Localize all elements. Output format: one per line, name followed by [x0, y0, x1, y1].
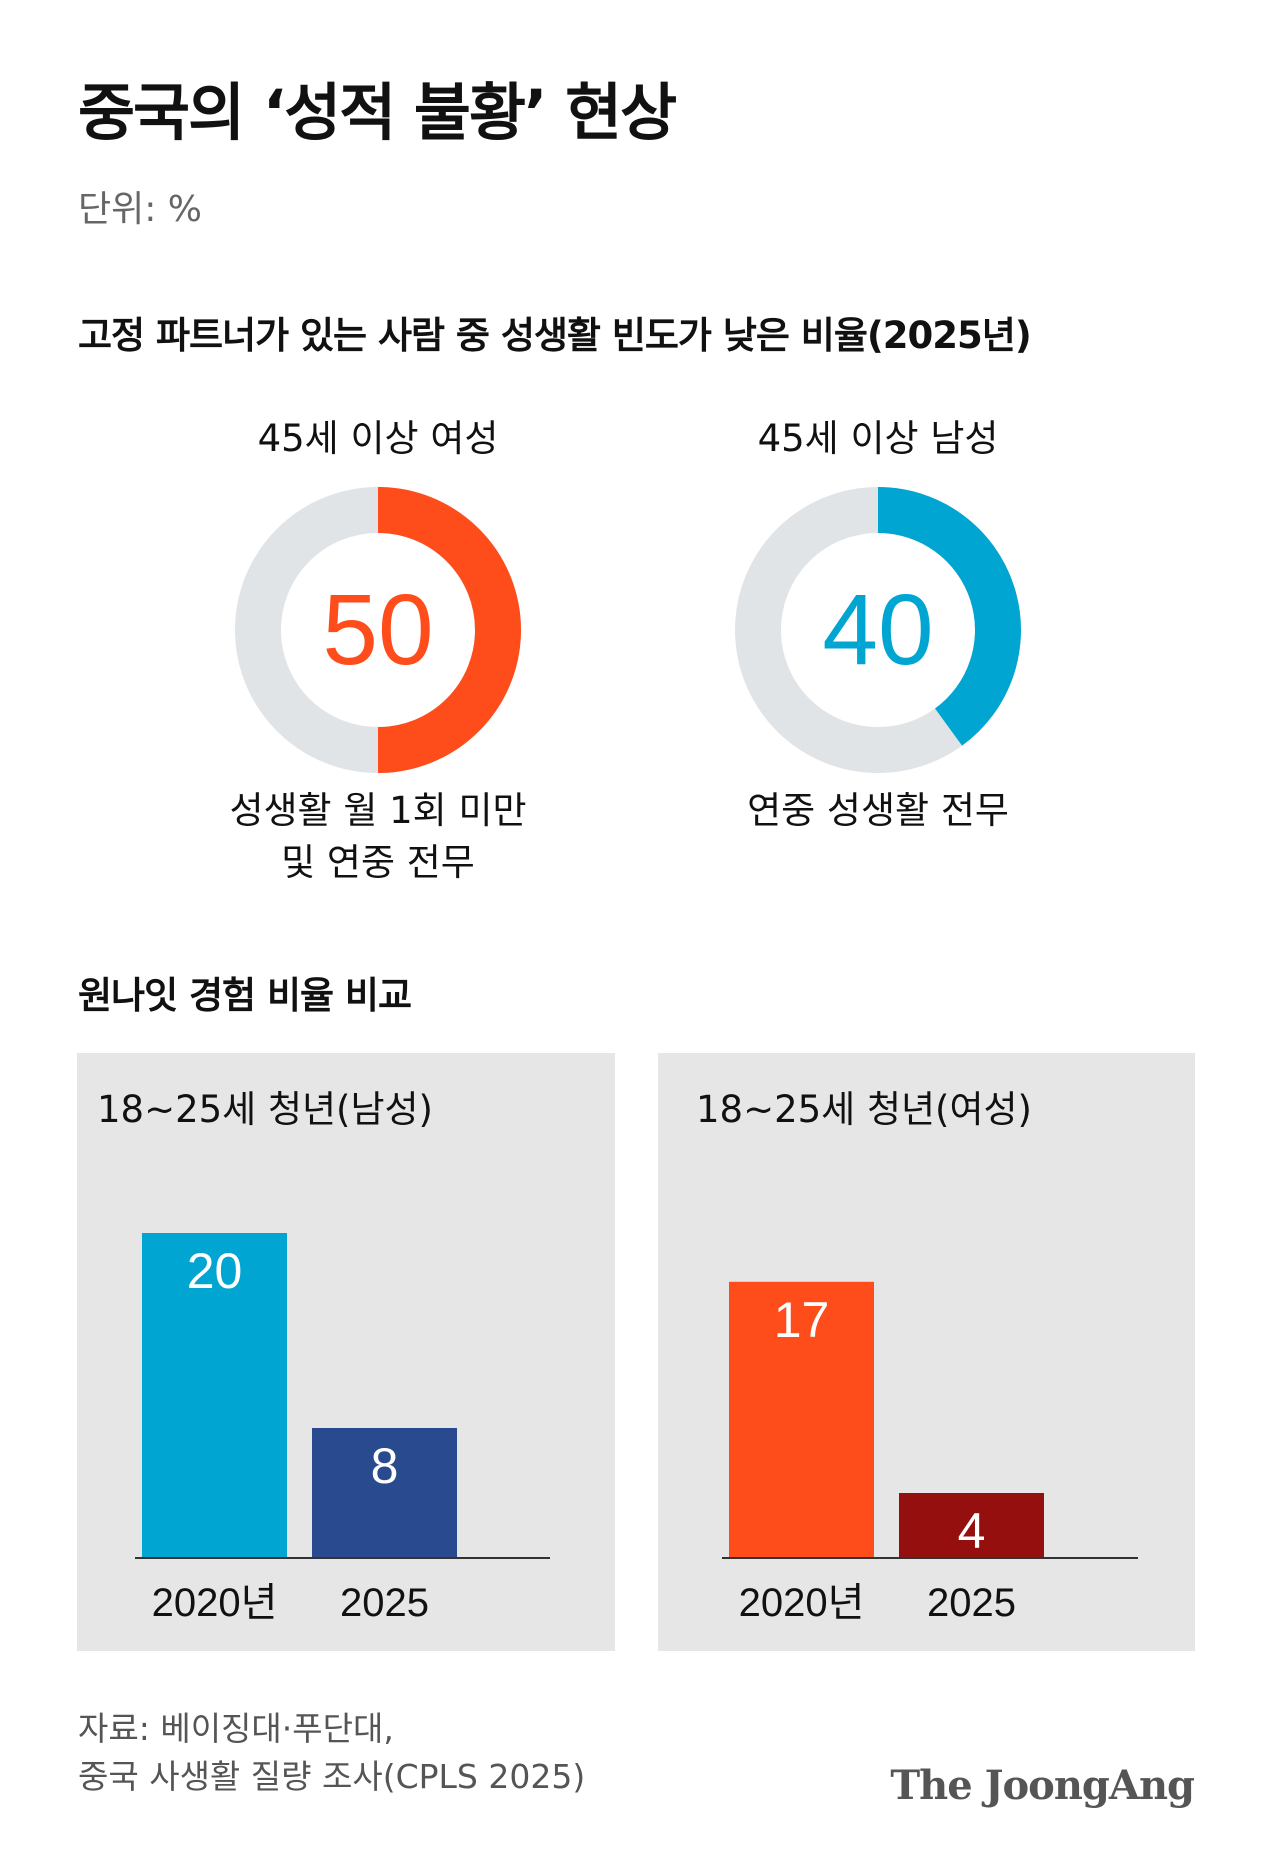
donut-women-chart: 50 [235, 487, 521, 773]
bar-panel-men-title: 18~25세 청년(남성) [97, 1088, 433, 1131]
donut-men-chart: 40 [735, 487, 1021, 773]
donut-women-title: 45세 이상 여성 [257, 417, 499, 460]
bar-chart-women: 17 4 2020년 2025 [722, 1281, 1138, 1625]
donut-women-caption-line1: 성생활 월 1회 미만 [229, 789, 527, 832]
bar-men-2020-value: 20 [187, 1243, 243, 1299]
donut-women-value: 50 [322, 574, 433, 686]
bar-women-2020-value: 17 [774, 1292, 830, 1348]
bar-women-2020-category: 2020년 [739, 1581, 865, 1625]
bar-panel-men: 18~25세 청년(남성) 20 8 2020년 2025 [77, 1053, 615, 1651]
bar-chart-men: 20 8 2020년 2025 [135, 1233, 550, 1625]
bar-women-2025-value: 4 [958, 1503, 986, 1559]
donut-men-arc [877, 487, 1021, 746]
bar-women-2025 [899, 1493, 1044, 1558]
bar-women-2020 [729, 1281, 874, 1559]
bar-men-2025-category: 2025 [340, 1581, 429, 1625]
bar-men-2025 [312, 1428, 457, 1558]
bar-panel-women: 18~25세 청년(여성) 17 4 2020년 2025 [658, 1053, 1195, 1651]
bar-men-2020 [142, 1233, 287, 1558]
page-title: 중국의 ‘성적 불황’ 현상 [78, 76, 677, 149]
section-title-onenight: 원나잇 경험 비율 비교 [78, 974, 412, 1017]
donut-men-title: 45세 이상 남성 [757, 417, 999, 460]
bar-women-2025-category: 2025 [927, 1581, 1016, 1625]
donut-women-arc [377, 487, 521, 773]
section-title-partner-frequency: 고정 파트너가 있는 사람 중 성생활 빈도가 낮은 비율(2025년) [78, 314, 1032, 357]
donut-men-caption: 연중 성생활 전무 [668, 785, 1088, 837]
source-note: 자료: 베이징대·푸단대, 중국 사생활 질량 조사(CPLS 2025) [78, 1705, 585, 1801]
donut-women-caption: 성생활 월 1회 미만 및 연중 전무 [168, 785, 588, 889]
bar-men-2025-value: 8 [371, 1438, 399, 1494]
donut-men-caption-line1: 연중 성생활 전무 [747, 789, 1009, 832]
brand-logo: The JoongAng [890, 1762, 1195, 1809]
source-line1: 자료: 베이징대·푸단대, [78, 1709, 394, 1748]
bar-panel-women-title: 18~25세 청년(여성) [696, 1088, 1032, 1131]
donut-men-value: 40 [822, 574, 933, 686]
unit-label: 단위: % [78, 189, 203, 230]
bar-men-2020-category: 2020년 [152, 1581, 278, 1625]
donut-women-caption-line2: 및 연중 전무 [281, 841, 475, 884]
source-line2: 중국 사생활 질량 조사(CPLS 2025) [78, 1757, 586, 1796]
